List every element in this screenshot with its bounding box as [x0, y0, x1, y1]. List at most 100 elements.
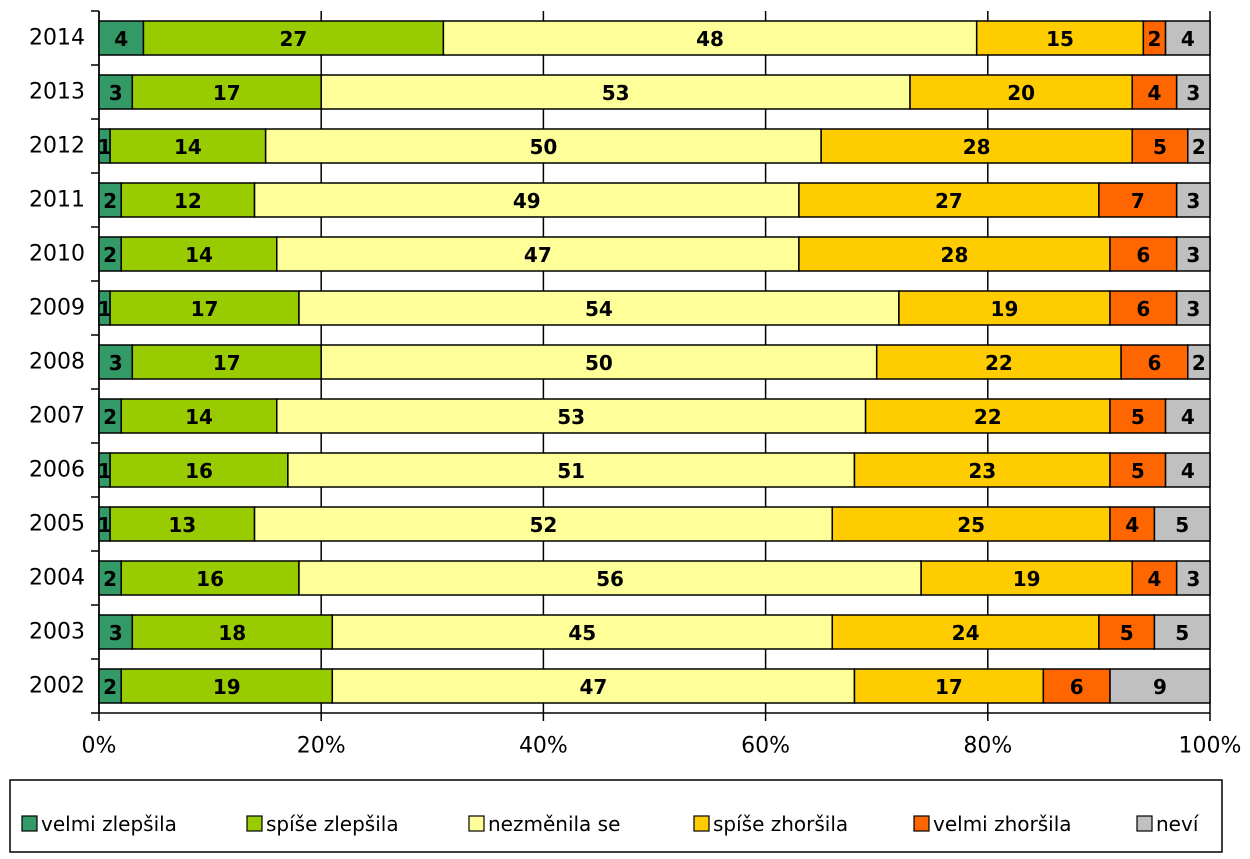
data-label: 3 [1186, 189, 1200, 213]
y-tick-label: 2004 [29, 566, 85, 591]
data-label: 27 [280, 27, 308, 51]
bar-segment [820, 128, 1133, 164]
y-tick-label: 2014 [29, 26, 85, 51]
bar-segment [109, 452, 289, 488]
data-label: 3 [109, 81, 123, 105]
bar-segment [131, 74, 322, 110]
data-label: 2 [103, 243, 117, 267]
x-tick-label: 0% [82, 734, 117, 759]
data-label: 14 [185, 243, 213, 267]
bar-segment [1175, 182, 1211, 218]
y-tick-label: 2010 [29, 242, 85, 267]
data-label: 5 [1175, 621, 1189, 645]
data-label: 3 [1186, 297, 1200, 321]
bar-segment [1131, 74, 1178, 110]
data-label: 53 [557, 405, 585, 429]
bar-segment [1164, 398, 1211, 434]
data-label: 47 [579, 675, 607, 699]
data-label: 53 [602, 81, 630, 105]
bar-segment [1131, 560, 1178, 596]
data-label: 2 [1192, 135, 1206, 159]
data-label: 47 [524, 243, 552, 267]
data-label: 17 [935, 675, 963, 699]
bar-segment [909, 74, 1133, 110]
data-label: 14 [185, 405, 213, 429]
x-tick-label: 80% [963, 734, 1012, 759]
data-label: 17 [191, 297, 219, 321]
data-label: 5 [1153, 135, 1167, 159]
data-label: 5 [1175, 513, 1189, 537]
legend-swatch [468, 815, 485, 832]
data-label: 5 [1131, 405, 1145, 429]
data-label: 54 [585, 297, 613, 321]
data-label: 2 [103, 405, 117, 429]
bar-segment [1187, 344, 1211, 380]
data-label: 25 [957, 513, 985, 537]
bar-segment [1109, 668, 1211, 704]
bar-segment [1175, 560, 1211, 596]
data-label: 17 [213, 351, 241, 375]
bar-segment [109, 506, 256, 542]
bar-segment [142, 20, 445, 56]
data-label: 15 [1046, 27, 1074, 51]
data-label: 52 [529, 513, 557, 537]
bar-segment [798, 182, 1100, 218]
bar-segment [831, 614, 1100, 650]
bar-segment [298, 560, 922, 596]
bar-segment [442, 20, 978, 56]
data-label: 2 [103, 675, 117, 699]
bar-segment [109, 128, 267, 164]
data-label: 48 [696, 27, 724, 51]
data-label: 4 [1181, 27, 1195, 51]
data-label: 4 [1147, 81, 1161, 105]
bar-segment [1109, 236, 1178, 272]
bar-segment [298, 290, 900, 326]
legend-box [9, 779, 1223, 853]
bar-segment [1175, 290, 1211, 326]
data-label: 9 [1153, 675, 1167, 699]
data-label: 4 [114, 27, 128, 51]
y-tick-label: 2006 [29, 458, 85, 483]
y-tick-label: 2007 [29, 404, 85, 429]
data-label: 23 [968, 459, 996, 483]
bar-segment [120, 236, 278, 272]
bar-segment [1175, 74, 1211, 110]
data-label: 14 [174, 135, 202, 159]
y-tick-label: 2011 [29, 188, 85, 213]
y-tick-label: 2002 [29, 674, 85, 699]
bar-segment [1098, 614, 1156, 650]
data-label: 28 [963, 135, 991, 159]
data-label: 4 [1125, 513, 1139, 537]
legend-label: spíše zlepšila [266, 812, 399, 836]
data-label: 1 [98, 297, 112, 321]
bar-segment [1153, 506, 1211, 542]
bar-segment [920, 560, 1133, 596]
bar-segment [1098, 182, 1178, 218]
y-tick-label: 2005 [29, 512, 85, 537]
data-label: 3 [109, 351, 123, 375]
data-label: 6 [1147, 351, 1161, 375]
data-label: 1 [98, 135, 112, 159]
bar-segment [320, 344, 878, 380]
bar-segment [1109, 398, 1167, 434]
bar-segment [253, 506, 834, 542]
legend-label: neví [1156, 812, 1200, 836]
data-label: 1 [98, 513, 112, 537]
bar-segment [1109, 506, 1156, 542]
data-label: 4 [1147, 567, 1161, 591]
x-tick-label: 20% [297, 734, 346, 759]
data-label: 24 [952, 621, 980, 645]
x-tick-label: 100% [1179, 734, 1242, 759]
data-label: 2 [103, 567, 117, 591]
data-label: 3 [1186, 567, 1200, 591]
data-label: 19 [991, 297, 1019, 321]
bar-segment [120, 668, 334, 704]
legend-label: velmi zhoršila [933, 812, 1072, 836]
y-tick-label: 2013 [29, 80, 85, 105]
bar-segment [875, 344, 1122, 380]
bar-segment [287, 452, 856, 488]
data-label: 18 [218, 621, 246, 645]
legend-label: velmi zlepšila [41, 812, 177, 836]
bar-segment [864, 398, 1111, 434]
